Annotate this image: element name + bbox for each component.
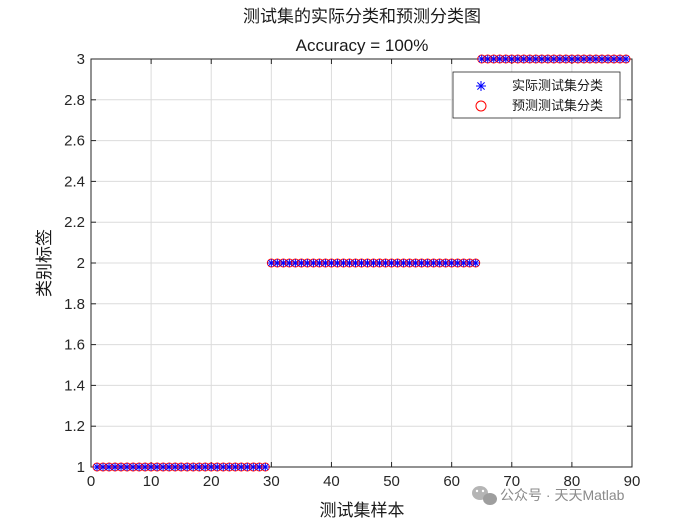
actual-point [459, 259, 468, 267]
actual-point [489, 55, 498, 63]
x-tick-label: 60 [443, 473, 460, 490]
actual-point [393, 259, 402, 267]
chart-title: 测试集的实际分类和预测分类图 [243, 7, 481, 27]
actual-point [513, 55, 522, 63]
legend-entry-actual: 实际测试集分类 [512, 78, 603, 94]
actual-point [369, 259, 378, 267]
actual-point [303, 259, 312, 267]
actual-point [315, 259, 324, 267]
actual-point [159, 463, 168, 471]
x-tick-label: 40 [323, 473, 340, 490]
x-tick-label: 70 [503, 473, 520, 490]
y-tick-label: 1.8 [64, 296, 85, 313]
legend-asterisk-mark [476, 81, 486, 91]
wechat-icon [472, 486, 497, 505]
y-tick-label: 2.6 [64, 133, 85, 150]
y-tick-label: 3 [77, 51, 85, 68]
y-tick-labels: 1 1.2 1.4 1.6 1.8 2 2.2 2.4 2.6 2.8 3 [64, 51, 85, 476]
actual-point [363, 259, 372, 267]
actual-point [345, 259, 354, 267]
y-tick-label: 2.2 [64, 214, 85, 231]
x-tick-label: 80 [564, 473, 581, 490]
actual-point [129, 463, 138, 471]
watermark-text: 公众号 · 天天Matlab [500, 487, 625, 503]
actual-point [117, 463, 126, 471]
x-tick-label: 20 [203, 473, 220, 490]
x-tick-label: 0 [87, 473, 95, 490]
actual-point [105, 463, 114, 471]
actual-point [549, 55, 558, 63]
legend-marker-circle [475, 100, 487, 112]
legend-circle-mark [475, 100, 487, 112]
legend-box [452, 71, 621, 119]
actual-point [471, 259, 480, 267]
y-tick-label: 2 [77, 255, 85, 272]
y-tick-label: 2.4 [64, 173, 85, 190]
actual-point [261, 463, 270, 471]
x-tick-label: 30 [263, 473, 280, 490]
actual-point [621, 55, 630, 63]
actual-point [537, 55, 546, 63]
x-tick-label: 90 [624, 473, 641, 490]
y-tick-label: 1.4 [64, 377, 85, 394]
y-tick-label: 1.6 [64, 337, 85, 354]
legend: 实际测试集分类 预测测试集分类 [452, 71, 621, 119]
actual-point [435, 259, 444, 267]
y-tick-label: 1.2 [64, 418, 85, 435]
y-tick-label: 1 [77, 459, 85, 476]
x-tick-label: 50 [383, 473, 400, 490]
actual-point [291, 259, 300, 267]
chart-subtitle: Accuracy = 100% [296, 36, 429, 55]
actual-point [399, 259, 408, 267]
actual-point [207, 463, 216, 471]
legend-marker-asterisk [476, 81, 486, 91]
y-tick-label: 2.8 [64, 92, 85, 109]
actual-point [465, 259, 474, 267]
y-axis-label: 类别标签 [35, 229, 55, 297]
actual-point [183, 463, 192, 471]
actual-point [225, 463, 234, 471]
x-tick-label: 10 [143, 473, 160, 490]
actual-point [417, 259, 426, 267]
x-tick-labels: 0 10 20 30 40 50 60 70 80 90 [87, 473, 641, 490]
data-points [92, 54, 631, 472]
watermark: 公众号 · 天天Matlab [472, 486, 625, 505]
actual-point [423, 259, 432, 267]
x-axis-label: 测试集样本 [320, 501, 405, 521]
legend-entry-predicted: 预测测试集分类 [512, 98, 603, 114]
